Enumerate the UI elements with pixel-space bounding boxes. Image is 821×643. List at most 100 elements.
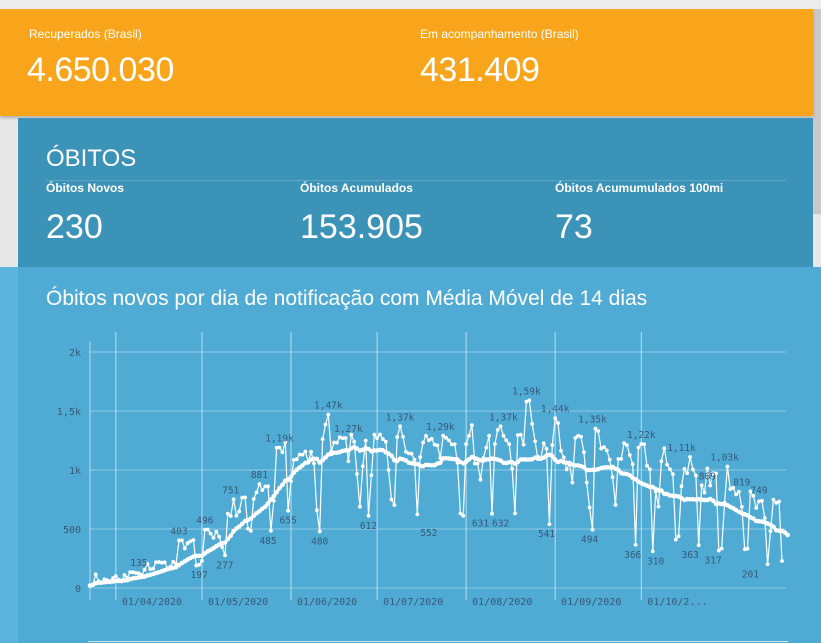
daily-point bbox=[269, 528, 273, 533]
daily-point bbox=[237, 509, 242, 514]
daily-point bbox=[401, 434, 405, 439]
daily-point bbox=[521, 442, 526, 447]
average-point bbox=[288, 474, 294, 480]
daily-point bbox=[429, 436, 434, 441]
average-point bbox=[323, 455, 328, 460]
data-label: 1,11k bbox=[667, 443, 696, 454]
daily-point bbox=[630, 462, 635, 467]
daily-point bbox=[303, 449, 308, 454]
daily-point bbox=[240, 495, 245, 500]
daily-point bbox=[217, 534, 222, 539]
daily-point bbox=[673, 537, 678, 542]
daily-point bbox=[467, 433, 471, 438]
daily-point bbox=[696, 543, 701, 548]
daily-point bbox=[627, 453, 632, 457]
daily-point bbox=[762, 516, 767, 520]
daily-point bbox=[547, 522, 552, 527]
daily-point bbox=[171, 559, 176, 564]
tracking-value: 431.409 bbox=[420, 51, 540, 89]
daily-point bbox=[768, 529, 773, 533]
daily-point bbox=[332, 440, 336, 445]
daily-point bbox=[493, 442, 497, 446]
chart-title: Óbitos novos por dia de notificação com … bbox=[46, 287, 648, 310]
daily-point bbox=[748, 489, 753, 494]
daily-point bbox=[346, 459, 351, 464]
chart-card-edge bbox=[0, 267, 18, 643]
daily-point bbox=[688, 455, 692, 459]
daily-point bbox=[734, 492, 738, 497]
chart-card: Óbitos novos por dia de notificação com … bbox=[0, 267, 821, 643]
daily-point bbox=[642, 442, 647, 447]
daily-point bbox=[587, 505, 592, 510]
x-tick-label: 01/10/2... bbox=[647, 597, 707, 608]
daily-point bbox=[616, 457, 621, 461]
average-point bbox=[285, 477, 291, 482]
daily-point bbox=[719, 546, 724, 551]
daily-point bbox=[659, 459, 664, 464]
daily-point bbox=[162, 560, 167, 565]
daily-point bbox=[590, 527, 595, 532]
daily-point bbox=[343, 436, 348, 440]
average-point bbox=[277, 485, 282, 491]
daily-point bbox=[619, 457, 624, 461]
daily-point bbox=[228, 514, 233, 518]
average-point bbox=[314, 456, 320, 462]
recovered-label: Recuperados (Brasil) bbox=[29, 27, 142, 41]
total-deaths-value: 153.905 bbox=[300, 208, 423, 246]
daily-point bbox=[579, 434, 583, 439]
daily-point bbox=[739, 504, 744, 509]
daily-point bbox=[518, 432, 523, 437]
average-point bbox=[616, 467, 621, 473]
daily-point bbox=[622, 441, 626, 445]
daily-point bbox=[691, 467, 695, 472]
daily-point bbox=[286, 508, 290, 513]
new-deaths-value: 230 bbox=[46, 208, 103, 246]
daily-point bbox=[363, 438, 368, 443]
daily-point bbox=[633, 542, 638, 547]
average-point bbox=[581, 464, 587, 470]
daily-point bbox=[180, 538, 184, 543]
average-point bbox=[710, 498, 716, 503]
daily-point bbox=[760, 498, 764, 503]
average-point bbox=[265, 501, 271, 506]
deaths-line-chart[interactable]: 0 500 1k 1,5k 2k 01/04/2020 01/05/2020 01/06/20… bbox=[0, 267, 821, 643]
daily-point bbox=[570, 480, 575, 485]
daily-point bbox=[676, 534, 681, 539]
daily-point bbox=[435, 443, 440, 448]
average-point bbox=[305, 460, 311, 465]
per100k-label: Óbitos Acumumulados 100mi bbox=[555, 181, 724, 195]
daily-point bbox=[317, 529, 322, 534]
daily-point bbox=[355, 472, 359, 476]
daily-point bbox=[639, 442, 644, 446]
daily-point bbox=[372, 432, 377, 437]
daily-point bbox=[711, 471, 715, 476]
daily-point bbox=[191, 538, 196, 542]
scrollbar[interactable] bbox=[813, 9, 821, 214]
daily-point bbox=[280, 450, 285, 455]
daily-point bbox=[208, 531, 213, 536]
data-label: 1,37k bbox=[386, 412, 415, 423]
y-tick-label: 0 bbox=[75, 584, 81, 595]
data-label: 403 bbox=[170, 526, 187, 537]
divider bbox=[46, 180, 786, 181]
data-label: 485 bbox=[259, 536, 276, 547]
daily-point bbox=[320, 437, 325, 441]
daily-point bbox=[449, 442, 454, 447]
data-label: 819 bbox=[733, 477, 750, 488]
daily-point bbox=[300, 452, 305, 457]
daily-point bbox=[490, 511, 494, 516]
daily-point bbox=[326, 412, 331, 417]
daily-point bbox=[412, 457, 417, 462]
daily-point bbox=[636, 445, 641, 450]
data-label: 1,27k bbox=[334, 424, 363, 435]
daily-point bbox=[335, 440, 339, 445]
daily-point bbox=[154, 560, 158, 565]
average-point bbox=[280, 482, 285, 488]
data-label: 197 bbox=[191, 570, 208, 581]
daily-point bbox=[177, 538, 181, 543]
daily-point bbox=[645, 463, 649, 468]
daily-point bbox=[254, 490, 259, 495]
daily-point bbox=[157, 560, 161, 564]
daily-point bbox=[375, 436, 379, 440]
data-label: 1,37k bbox=[489, 412, 518, 423]
